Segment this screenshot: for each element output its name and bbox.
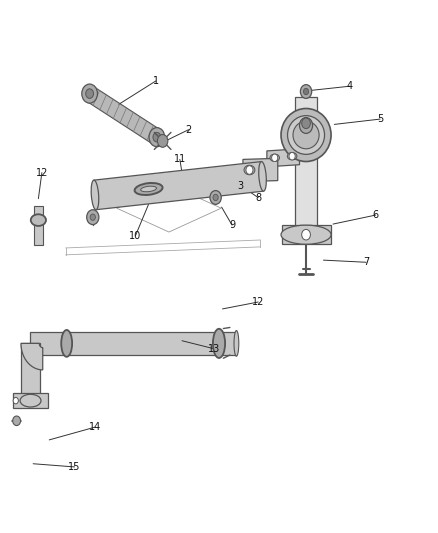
- Circle shape: [82, 84, 98, 103]
- Text: 6: 6: [373, 210, 379, 220]
- Text: 5: 5: [377, 114, 383, 124]
- Ellipse shape: [20, 394, 41, 407]
- Circle shape: [302, 118, 311, 128]
- Circle shape: [87, 210, 99, 224]
- Circle shape: [302, 229, 311, 240]
- Circle shape: [289, 152, 295, 160]
- Polygon shape: [295, 97, 317, 237]
- Polygon shape: [86, 86, 160, 144]
- Ellipse shape: [134, 183, 162, 195]
- Circle shape: [149, 127, 165, 147]
- Circle shape: [157, 134, 168, 147]
- Text: 11: 11: [174, 155, 186, 164]
- Text: 14: 14: [89, 422, 101, 432]
- Ellipse shape: [288, 116, 325, 155]
- Text: 12: 12: [252, 297, 265, 307]
- Text: 15: 15: [68, 462, 81, 472]
- Ellipse shape: [281, 109, 331, 161]
- Polygon shape: [282, 225, 331, 244]
- Ellipse shape: [31, 214, 46, 226]
- Circle shape: [153, 132, 161, 142]
- Polygon shape: [21, 343, 40, 407]
- Ellipse shape: [259, 161, 266, 191]
- Circle shape: [13, 416, 21, 425]
- Ellipse shape: [234, 330, 239, 356]
- Polygon shape: [30, 332, 237, 355]
- Polygon shape: [13, 393, 48, 408]
- Ellipse shape: [281, 225, 331, 244]
- Text: 10: 10: [129, 231, 141, 241]
- Text: 2: 2: [185, 125, 192, 135]
- Circle shape: [210, 191, 221, 204]
- Text: 13: 13: [208, 344, 220, 354]
- Ellipse shape: [287, 152, 297, 160]
- Ellipse shape: [244, 165, 255, 175]
- Polygon shape: [243, 158, 278, 182]
- Polygon shape: [21, 343, 43, 370]
- Text: 3: 3: [237, 181, 243, 191]
- Circle shape: [213, 195, 218, 200]
- Ellipse shape: [141, 186, 156, 192]
- Ellipse shape: [61, 330, 72, 357]
- Polygon shape: [267, 149, 300, 167]
- Ellipse shape: [91, 180, 99, 209]
- Circle shape: [13, 398, 18, 404]
- Ellipse shape: [270, 154, 279, 161]
- Ellipse shape: [213, 329, 225, 358]
- Ellipse shape: [293, 121, 319, 149]
- Polygon shape: [34, 206, 43, 245]
- Text: 9: 9: [229, 220, 235, 230]
- Text: 12: 12: [35, 168, 48, 177]
- Text: 7: 7: [363, 257, 369, 267]
- Text: 8: 8: [255, 192, 261, 203]
- Ellipse shape: [300, 117, 313, 133]
- Text: 4: 4: [346, 81, 353, 91]
- Text: 1: 1: [153, 76, 159, 86]
- Circle shape: [272, 154, 278, 161]
- Circle shape: [86, 89, 94, 99]
- Circle shape: [304, 88, 309, 95]
- Circle shape: [246, 166, 253, 174]
- Circle shape: [300, 85, 312, 99]
- Circle shape: [90, 214, 95, 220]
- Polygon shape: [94, 161, 264, 209]
